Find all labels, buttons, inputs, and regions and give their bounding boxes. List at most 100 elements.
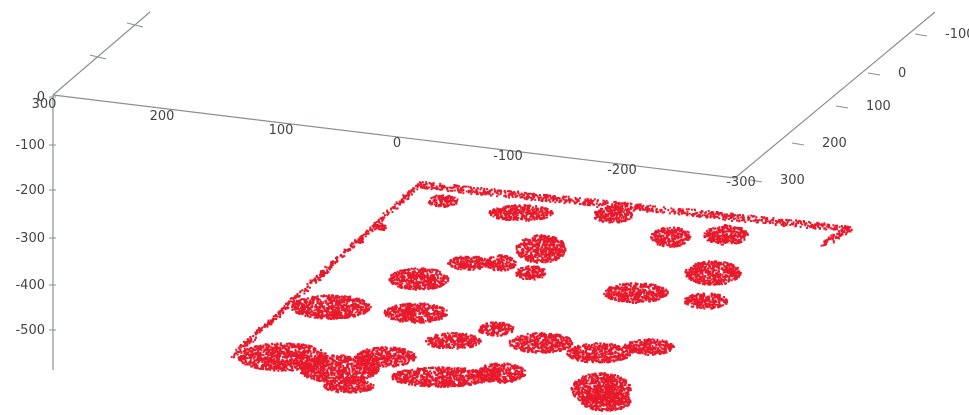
cloud-point (616, 211, 619, 214)
cloud-point (710, 267, 712, 270)
cloud-point (849, 226, 852, 229)
cloud-point (694, 278, 697, 281)
cloud-point (726, 230, 728, 233)
cloud-point (710, 229, 713, 232)
cloud-point (702, 261, 705, 263)
y-tick-mark (914, 33, 928, 37)
cloud-point (572, 200, 575, 203)
cloud-point (718, 264, 721, 267)
cloud-point (271, 321, 274, 324)
y-tick-mark (867, 72, 881, 76)
cloud-point (511, 213, 514, 216)
cloud-point (734, 278, 737, 281)
cloud-point (277, 311, 280, 314)
cloud-point (239, 343, 242, 346)
cloud-point (639, 208, 642, 211)
cloud-point (331, 264, 334, 267)
cloud-point (722, 264, 725, 267)
cloud-point (823, 240, 826, 243)
cloud-point (252, 335, 255, 337)
cloud-point (533, 193, 536, 196)
cloud-point (688, 212, 691, 215)
cloud-point (509, 208, 512, 211)
cloud-point (421, 272, 424, 275)
cloud-point (407, 279, 410, 282)
cloud-point (530, 212, 533, 215)
cloud-point (779, 219, 782, 222)
cloud-point (416, 285, 418, 288)
cloud-point (710, 241, 713, 244)
cloud-point (651, 207, 654, 210)
cloud-point (287, 307, 290, 309)
cloud-point (530, 266, 533, 268)
cloud-point (522, 249, 525, 252)
cloud-point (417, 271, 420, 274)
cloud-point (543, 256, 546, 259)
cloud-point (512, 262, 515, 265)
cloud-point (636, 206, 638, 208)
cloud-point (543, 208, 546, 211)
cloud-point (524, 272, 527, 275)
cloud-point (729, 240, 732, 243)
cloud-point (398, 271, 400, 274)
cloud-point (532, 265, 535, 268)
cloud-point (506, 268, 509, 271)
cloud-point (423, 276, 426, 279)
cloud-point (530, 247, 533, 250)
cloud-point (331, 262, 334, 265)
cloud-point (556, 244, 558, 247)
cloud-point (439, 273, 442, 275)
cloud-point (700, 271, 703, 274)
cloud-point (741, 214, 744, 217)
cloud-point (660, 237, 663, 240)
cloud-point (731, 230, 734, 233)
cloud-point (717, 231, 720, 234)
cloud-point (486, 261, 489, 264)
cloud-point (496, 217, 499, 220)
cloud-point (827, 226, 830, 229)
cloud-point (303, 290, 306, 293)
cloud-point (377, 220, 380, 223)
cloud-point (659, 209, 662, 211)
cloud-point (257, 327, 260, 329)
cloud-point (795, 219, 798, 222)
cloud-point (433, 286, 436, 289)
cloud-point (593, 198, 596, 201)
cloud-point (442, 186, 445, 189)
cloud-point (245, 340, 248, 343)
cloud-point (575, 198, 577, 201)
cloud-point (549, 212, 552, 215)
cloud-point (440, 202, 443, 205)
cloud-point (459, 255, 462, 258)
cloud-point (604, 217, 607, 220)
cloud-point (739, 230, 742, 233)
x-tick-label: -300 (726, 175, 756, 190)
cloud-point (664, 241, 667, 244)
cloud-point (496, 215, 499, 218)
cloud-point (555, 237, 558, 240)
cloud-point (430, 182, 433, 185)
cloud-point (517, 192, 520, 195)
cloud-point (838, 233, 841, 236)
cloud-point (536, 246, 539, 249)
cloud-point (726, 241, 729, 244)
cloud-point (481, 266, 484, 268)
cloud-point (526, 210, 529, 213)
cloud-point (528, 238, 531, 241)
cloud-point (520, 248, 523, 251)
cloud-point (544, 260, 547, 263)
cloud-point (436, 275, 439, 278)
cloud-point (694, 280, 697, 283)
cloud-point (724, 267, 727, 270)
cloud-point (396, 273, 399, 276)
cloud-point (476, 193, 479, 196)
cloud-point (730, 279, 733, 282)
cloud-point (727, 263, 729, 266)
cloud-point (392, 279, 394, 282)
cloud-point (823, 222, 826, 225)
cloud-point (453, 258, 456, 261)
cloud-point (317, 276, 320, 279)
cloud-point (712, 277, 715, 280)
cloud-point (432, 283, 435, 286)
cloud-point (297, 295, 300, 298)
